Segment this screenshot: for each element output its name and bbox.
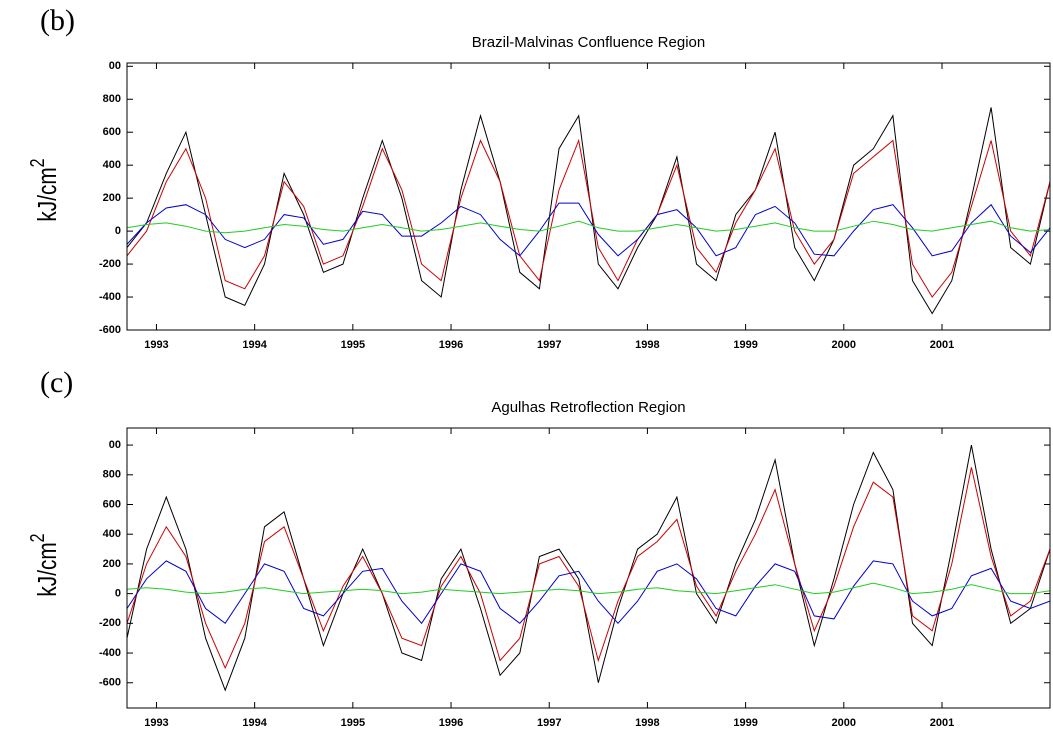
y-tick-label: 800 [103, 469, 121, 481]
y-tick-label: 200 [103, 192, 121, 204]
series-line [127, 560, 1050, 625]
panel-label: (c) [40, 366, 73, 399]
x-tick-label: 1999 [733, 717, 757, 729]
plot-frame [126, 62, 1051, 331]
y-tick-label: 600 [103, 498, 121, 510]
series-line [127, 107, 1050, 315]
x-tick-label: 1993 [144, 339, 168, 351]
series-line [127, 445, 1050, 692]
x-tick-label: 1995 [341, 339, 365, 351]
chart-title: Brazil-Malvinas Confluence Region [472, 34, 705, 51]
y-tick-label: -200 [99, 617, 121, 629]
y-tick-label: -200 [99, 258, 121, 270]
series-line [127, 202, 1050, 257]
plot-frame [126, 427, 1051, 709]
x-tick-label: 1998 [635, 717, 659, 729]
y-tick-label: 400 [103, 528, 121, 540]
y-axis-label: kJ/cm2 [26, 158, 61, 221]
x-tick-label: 2001 [930, 339, 954, 351]
x-tick-label: 1994 [242, 339, 267, 351]
y-axis-label: kJ/cm2 [26, 533, 61, 596]
series-line [127, 582, 1050, 595]
y-tick-label: -600 [99, 324, 121, 336]
series-line [127, 220, 1050, 234]
y-tick-label: 600 [103, 126, 121, 138]
y-tick-label: 800 [103, 93, 121, 105]
chart-title: Agulhas Retroflection Region [491, 399, 685, 416]
y-axis-label-exponent: 2 [26, 158, 48, 167]
plot-area: -600 -400 -200 0 200 400 600 800 00 1993 1994 1995 1… [99, 427, 1051, 729]
x-tick-label: 1997 [537, 717, 561, 729]
series-line [127, 467, 1050, 670]
x-tick-label: 1996 [439, 339, 463, 351]
x-tick-label: 1994 [242, 717, 267, 729]
y-axis-label-text: kJ/cm [33, 542, 62, 596]
x-tick-label: 1997 [537, 339, 561, 351]
y-tick-label: 00 [109, 439, 121, 451]
y-axis-label-exponent: 2 [26, 533, 48, 542]
x-tick-label: 2000 [832, 339, 856, 351]
x-tick-label: 1995 [341, 717, 365, 729]
x-tick-label: 1998 [635, 339, 659, 351]
y-axis-label-text: kJ/cm [33, 167, 62, 221]
series-line [127, 138, 1050, 298]
y-tick-label: 00 [109, 60, 121, 72]
y-tick-label: -400 [99, 291, 121, 303]
x-tick-label: 2001 [930, 717, 954, 729]
y-tick-label: 200 [103, 558, 121, 570]
y-tick-label: 400 [103, 159, 121, 171]
y-tick-label: 0 [115, 588, 121, 600]
x-tick-label: 1996 [439, 717, 463, 729]
y-tick-label: 0 [115, 225, 121, 237]
x-tick-label: 1993 [144, 717, 168, 729]
plot-area: -600 -400 -200 0 200 400 600 800 00 1993 1994 1995 1… [99, 60, 1051, 351]
y-tick-label: -600 [99, 677, 121, 689]
x-tick-label: 2000 [832, 717, 856, 729]
x-tick-label: 1999 [733, 339, 757, 351]
y-tick-label: -400 [99, 647, 121, 659]
panel-label: (b) [40, 4, 75, 37]
